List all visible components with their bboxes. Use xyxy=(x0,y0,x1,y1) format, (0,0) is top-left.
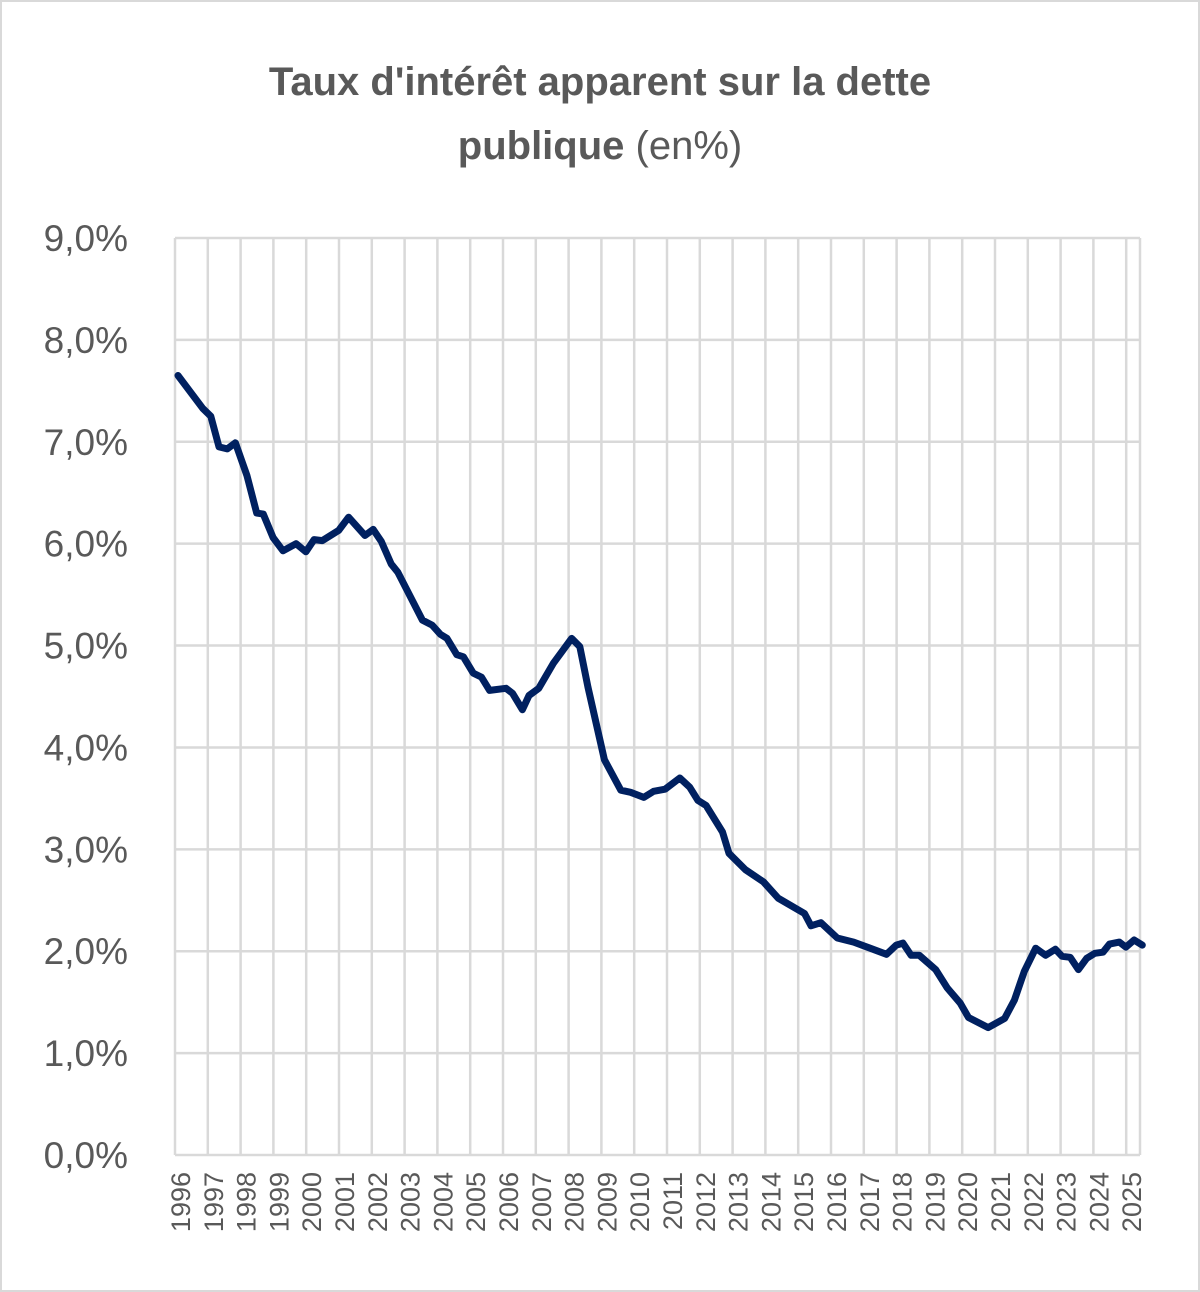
y-tick-label: 6,0% xyxy=(44,524,128,565)
x-tick-label: 2010 xyxy=(625,1172,655,1232)
y-tick-label: 8,0% xyxy=(44,320,128,361)
y-tick-label: 2,0% xyxy=(44,931,128,972)
y-tick-label: 1,0% xyxy=(44,1033,128,1074)
x-tick-label: 2006 xyxy=(494,1172,524,1232)
x-tick-label: 2019 xyxy=(920,1172,950,1232)
x-tick-label: 2023 xyxy=(1052,1172,1082,1232)
x-tick-label: 2003 xyxy=(396,1172,426,1232)
x-tick-label: 2016 xyxy=(822,1172,852,1232)
x-tick-label: 2011 xyxy=(658,1172,688,1230)
x-tick-label: 1997 xyxy=(199,1172,229,1232)
series-lines xyxy=(174,372,1146,1032)
y-tick-label: 4,0% xyxy=(44,727,128,768)
series-line xyxy=(174,372,1146,1032)
x-tick-label: 2022 xyxy=(1019,1172,1049,1232)
title-unit: (en%) xyxy=(635,124,743,168)
x-tick-label: 1999 xyxy=(264,1172,294,1232)
y-tick-label: 9,0% xyxy=(44,218,128,259)
x-tick-label: 2015 xyxy=(789,1172,819,1232)
x-axis-ticks: 1996 1997 1998 1999 2000 2001 2002 2003 2004 2005… xyxy=(166,1172,1147,1232)
x-tick-label: 2021 xyxy=(986,1172,1016,1232)
title-line-1: Taux d'intérêt apparent sur la dette xyxy=(268,60,932,104)
x-tick-label: 2018 xyxy=(888,1172,918,1232)
x-tick-label: 2007 xyxy=(527,1172,557,1232)
gridlines xyxy=(173,236,1142,1157)
x-tick-label: 2002 xyxy=(363,1172,393,1232)
y-tick-label: 7,0% xyxy=(44,422,128,463)
x-tick-label: 2020 xyxy=(953,1172,983,1232)
x-tick-label: 2014 xyxy=(756,1172,786,1232)
chart-title: Taux d'intérêt apparent sur la dette pub… xyxy=(0,50,1200,178)
y-tick-label: 5,0% xyxy=(44,626,128,667)
x-tick-label: 1996 xyxy=(166,1172,196,1232)
x-tick-label: 2005 xyxy=(461,1172,491,1232)
y-tick-label: 0,0% xyxy=(44,1135,128,1176)
x-tick-label: 2025 xyxy=(1117,1172,1147,1232)
x-tick-label: 2013 xyxy=(724,1172,754,1232)
x-tick-label: 2008 xyxy=(560,1172,590,1232)
x-tick-label: 2012 xyxy=(691,1172,721,1232)
x-tick-label: 2001 xyxy=(330,1172,360,1232)
title-line-2: publique xyxy=(457,124,625,168)
x-tick-label: 2009 xyxy=(592,1172,622,1232)
x-tick-label: 2000 xyxy=(297,1172,327,1232)
x-tick-label: 2004 xyxy=(428,1172,458,1232)
y-tick-label: 3,0% xyxy=(44,829,128,870)
x-tick-label: 2017 xyxy=(855,1172,885,1232)
y-axis-ticks: 0,0% 1,0% 2,0% 3,0% 4,0% 5,0% 6,0% 7,0% 8,0% 9,0% xyxy=(44,218,128,1176)
x-tick-label: 1998 xyxy=(232,1172,262,1232)
x-tick-label: 2024 xyxy=(1084,1172,1114,1232)
